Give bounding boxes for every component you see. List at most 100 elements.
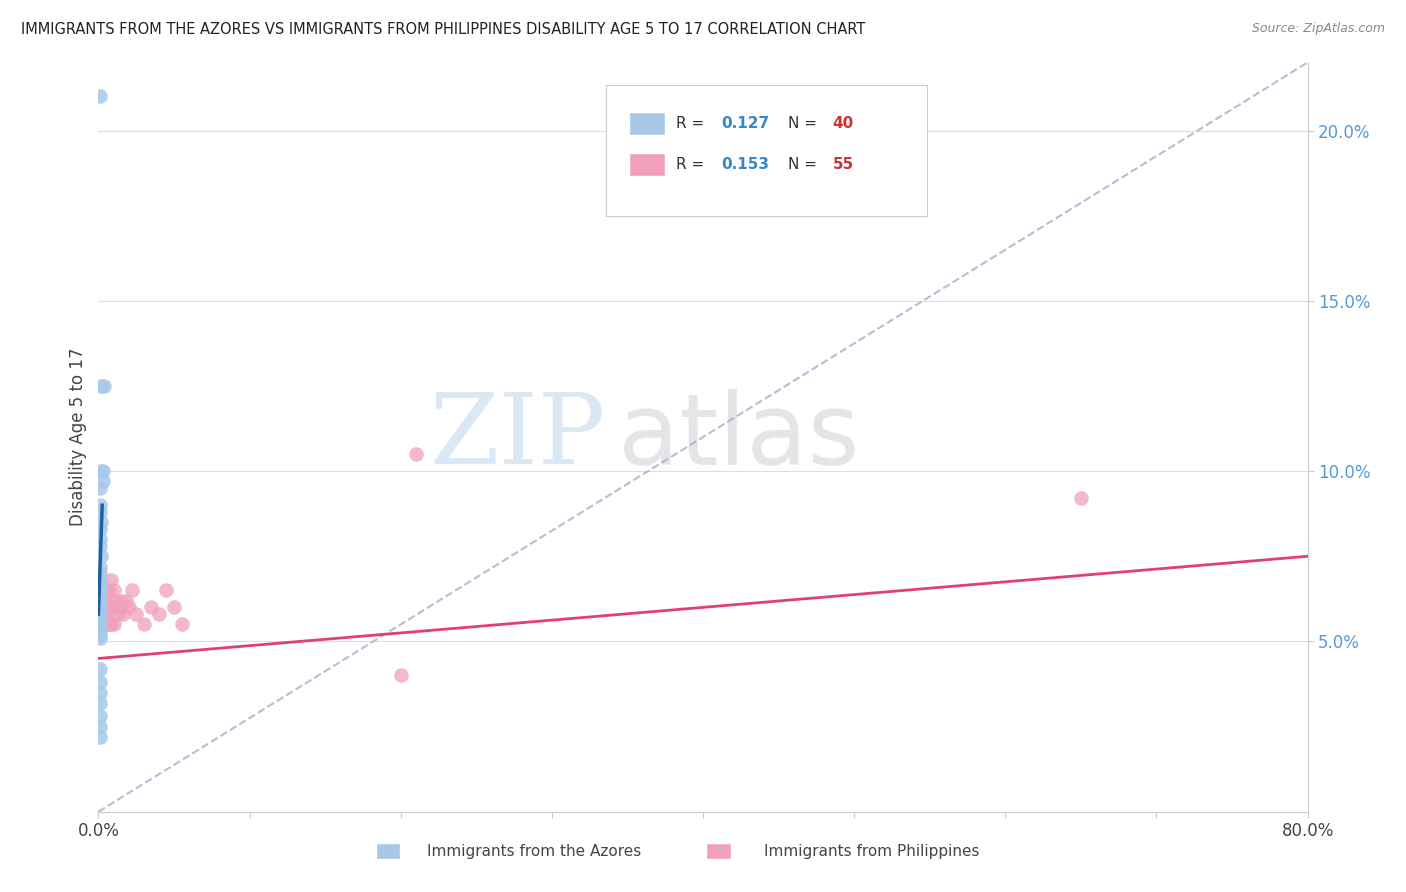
Point [89,624,111,639]
Text: Source: ZipAtlas.com: Source: ZipAtlas.com [1251,22,1385,36]
Point [89,604,111,618]
Point [405,447,427,461]
Point [118,600,141,615]
Point [90,379,112,393]
Text: ZIP: ZIP [430,389,606,485]
Point [89,539,111,553]
Point [93,607,115,622]
Text: Immigrants from Philippines: Immigrants from Philippines [763,845,980,859]
Bar [707,844,730,858]
Text: IMMIGRANTS FROM THE AZORES VS IMMIGRANTS FROM PHILIPPINES DISABILITY AGE 5 TO 17: IMMIGRANTS FROM THE AZORES VS IMMIGRANTS… [21,22,866,37]
Text: N =: N = [787,157,821,172]
Point [101,600,124,615]
Point [89,614,111,628]
Point [89,685,111,699]
Point [91,617,114,632]
Text: 0.153: 0.153 [721,157,769,172]
Point [108,600,131,615]
Bar [630,112,664,134]
Point [98,583,121,598]
Point [89,730,111,744]
Point [89,533,111,547]
Point [89,627,111,641]
Point [89,593,111,607]
Text: 55: 55 [832,157,853,172]
Point [93,379,115,393]
Point [125,607,148,622]
Point [89,696,111,710]
Point [91,614,114,628]
Point [89,617,111,632]
Point [389,668,412,682]
Point [89,709,111,723]
Point [89,614,111,628]
Point [89,610,111,624]
Point [91,600,114,615]
Point [89,675,111,690]
Point [96,617,118,632]
Point [89,607,111,622]
Point [103,617,125,632]
Point [89,89,111,103]
Point [89,610,111,624]
Point [1070,491,1092,506]
Point [91,607,114,622]
Text: 0.127: 0.127 [721,116,769,130]
Point [107,607,129,622]
Point [100,573,122,587]
Point [90,515,112,529]
FancyBboxPatch shape [606,85,927,216]
Point [89,580,111,594]
Point [89,600,111,615]
Text: R =: R = [676,116,710,130]
Point [89,614,111,628]
Point [90,610,112,624]
Point [89,573,111,587]
Point [89,587,111,601]
Point [98,617,121,632]
Point [90,600,112,615]
Point [89,631,111,645]
Point [90,614,112,628]
Point [132,617,155,632]
Point [148,607,170,622]
Text: N =: N = [787,116,821,130]
Point [141,600,163,615]
Point [89,720,111,734]
Point [111,607,134,622]
Bar [630,153,664,175]
Text: atlas: atlas [619,389,860,485]
Point [89,505,111,519]
Point [91,464,114,478]
Point [93,614,115,628]
Point [104,593,127,607]
Point [89,617,111,632]
Text: R =: R = [676,157,710,172]
Y-axis label: Disability Age 5 to 17: Disability Age 5 to 17 [69,348,87,526]
Point [89,607,111,622]
Point [89,559,111,574]
Point [96,593,118,607]
Point [103,583,125,598]
Point [170,617,193,632]
Point [98,600,121,615]
Point [155,583,177,598]
Point [89,583,111,598]
Point [89,621,111,635]
Point [121,583,143,598]
Point [89,566,111,581]
Point [91,475,114,489]
Point [100,600,122,615]
Point [89,522,111,536]
Point [89,597,111,611]
Point [89,600,111,615]
Point [93,617,115,632]
Point [89,662,111,676]
Text: Immigrants from the Azores: Immigrants from the Azores [427,845,641,859]
Point [94,617,117,632]
Point [90,607,112,622]
Point [114,593,136,607]
Point [163,600,186,615]
Point [110,593,132,607]
Point [90,593,112,607]
